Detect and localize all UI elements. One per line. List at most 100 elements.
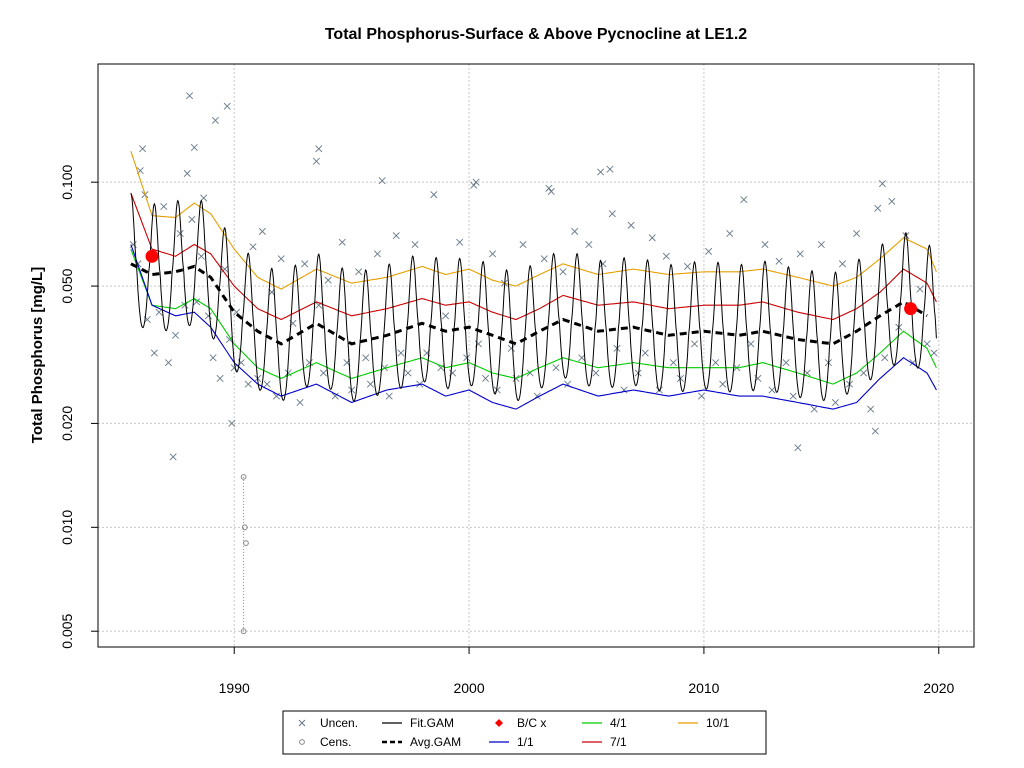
uncensored-point [878, 180, 886, 188]
uncensored-point [775, 257, 783, 265]
uncensored-point [545, 184, 553, 192]
series-line-4-1 [130, 248, 937, 385]
uncensored-point [789, 392, 797, 400]
uncensored-point [608, 210, 616, 218]
uncensored-point [385, 392, 393, 400]
uncensored-point [547, 187, 555, 195]
chart-title: Total Phosphorus-Surface & Above Pycnocl… [325, 26, 747, 43]
uncensored-point [519, 240, 527, 248]
uncensored-point [378, 177, 386, 185]
uncensored-point [794, 444, 802, 452]
uncensored-point [411, 240, 419, 248]
uncensored-point [768, 386, 776, 394]
uncensored-point [463, 354, 471, 362]
uncensored-point [258, 227, 266, 235]
uncensored-point [930, 349, 938, 357]
uncensored-point [578, 354, 586, 362]
legend-item: 1/1 [489, 735, 534, 749]
uncensored-point [228, 419, 236, 427]
uncensored-point [186, 92, 194, 100]
legend-label: Fit.GAM [410, 716, 454, 730]
uncensored-point [683, 262, 691, 270]
uncensored-point [698, 392, 706, 400]
legend: Uncen. Cens. Fit.GAM Avg.GAM B/C x 1/1 4/1 7/1 1… [282, 710, 767, 755]
uncensored-point [211, 116, 219, 124]
uncensored-point [164, 359, 172, 367]
uncensored-point [204, 312, 212, 320]
legend-item: 4/1 [582, 716, 627, 730]
uncensored-point [155, 308, 163, 316]
uncensored-point [796, 250, 804, 258]
uncensored-point [559, 268, 567, 276]
y-tick-label: 0.050 [59, 268, 75, 303]
uncensored-point [397, 349, 405, 357]
uncensored-point [188, 215, 196, 223]
uncensored-point [244, 380, 252, 388]
uncensored-point [355, 268, 363, 276]
uncensored-point [810, 405, 818, 413]
uncensored-point [507, 344, 515, 352]
uncensored-point [190, 144, 198, 152]
legend-label: Uncen. [320, 716, 358, 730]
uncensored-point [139, 145, 147, 153]
uncensored-point [662, 252, 670, 260]
uncensored-point [362, 354, 370, 362]
legend-item: Uncen. [298, 716, 358, 730]
censored-point [240, 473, 247, 480]
legend-label: Cens. [320, 735, 351, 749]
uncensored-point [272, 392, 281, 400]
legend-x-icon [298, 719, 306, 727]
uncensored-point [176, 229, 184, 238]
y-tick-label: 0.005 [59, 613, 75, 648]
uncensored-point [726, 229, 734, 238]
uncensored-point [171, 331, 180, 339]
uncensored-point [831, 398, 839, 406]
uncensored-point [284, 369, 292, 377]
uncensored-point [319, 369, 327, 377]
uncensored-point [782, 359, 790, 367]
uncensored-point [705, 247, 713, 255]
series-layer [129, 92, 938, 635]
uncensored-point [263, 380, 271, 388]
uncensored-point [169, 453, 177, 461]
uncensored-point [430, 191, 438, 199]
uncensored-point [592, 369, 600, 377]
uncensored-point [230, 364, 238, 372]
legend-item: B/C x [495, 716, 546, 730]
series-line-fit-gam [130, 193, 937, 402]
uncensored-point [874, 204, 882, 212]
legend-item: Avg.GAM [382, 735, 461, 749]
uncensored-point [160, 203, 168, 211]
uncensored-point [338, 238, 346, 246]
plot-frame [97, 63, 975, 648]
uncensored-point [324, 276, 332, 284]
x-tick-label: 2020 [923, 680, 954, 696]
uncensored-point [740, 196, 748, 204]
y-axis-label: Total Phosphorus [mg/L] [29, 267, 46, 443]
uncensored-point [691, 340, 699, 348]
uncensored-point [331, 392, 339, 400]
uncensored-point [223, 102, 231, 110]
x-tick-label: 2010 [688, 680, 719, 696]
legend-diamond-icon [495, 719, 503, 727]
uncensored-point [481, 374, 490, 382]
legend-box [282, 710, 767, 755]
axes: 1990 2000 2010 2020 0.005 0.010 0.020 0.050 0.10… [59, 164, 955, 696]
uncensored-point [627, 221, 635, 229]
uncensored-point [301, 260, 309, 268]
uncensored-point [655, 386, 663, 394]
uncensored-point [366, 380, 374, 388]
uncensored-point [312, 157, 320, 165]
uncensored-point [489, 250, 497, 258]
legend-circle-icon [299, 739, 305, 745]
y-tick-label: 0.100 [59, 164, 75, 199]
uncensored-point [923, 340, 931, 348]
uncensored-point [860, 369, 868, 377]
uncensored-point [585, 240, 593, 248]
uncensored-point [571, 227, 579, 235]
uncensored-point [719, 380, 727, 388]
censored-point [241, 524, 248, 531]
bc-point [145, 249, 159, 263]
